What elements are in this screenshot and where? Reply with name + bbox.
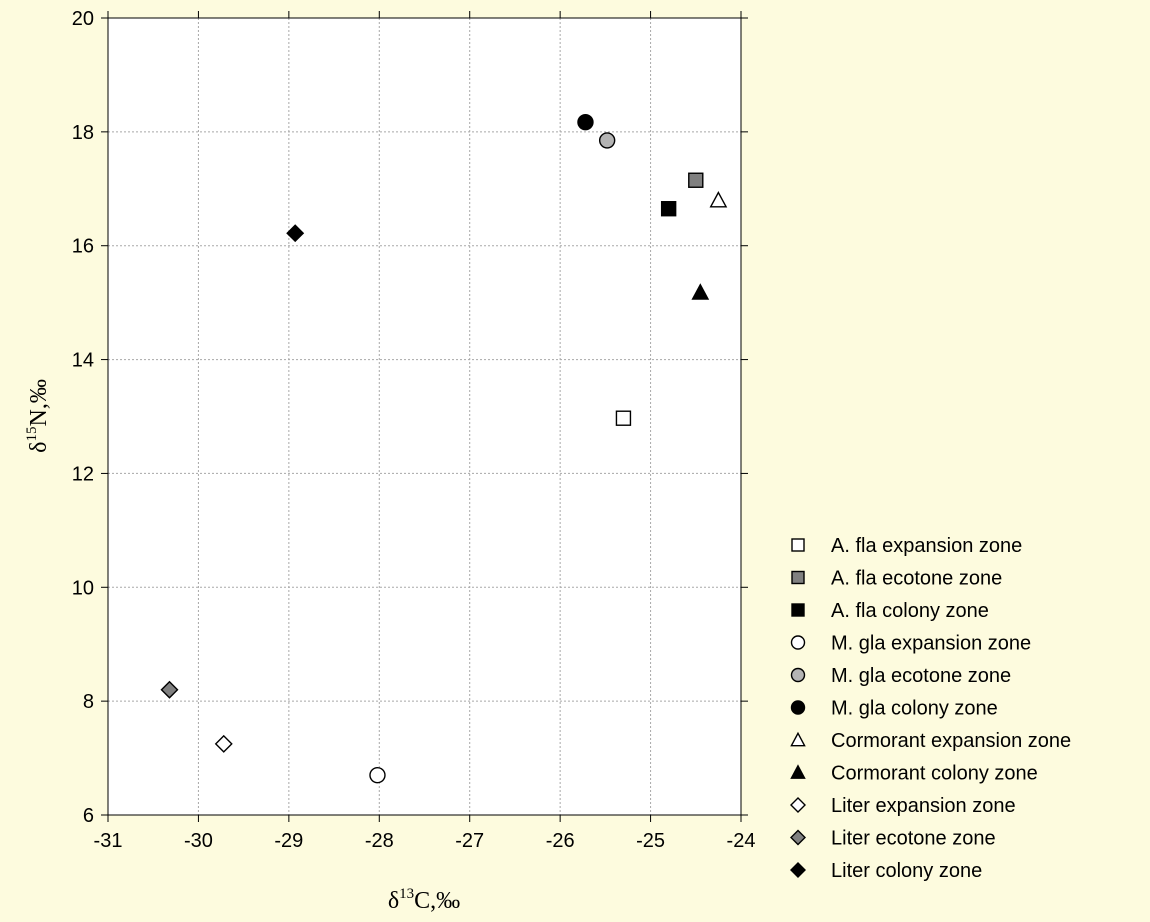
data-point	[660, 201, 677, 217]
legend-item: Liter ecotone zone	[790, 828, 996, 850]
legend-label: Liter ecotone zone	[831, 828, 996, 850]
y-tick-label: 18	[72, 122, 94, 144]
x-tick-label: -24	[727, 830, 756, 852]
data-point	[286, 224, 305, 243]
legend-marker	[790, 797, 806, 813]
legend-marker	[790, 764, 806, 779]
legend-label: Cormorant colony zone	[831, 763, 1038, 785]
legend-label: M. gla ecotone zone	[831, 665, 1011, 687]
y-tick-label: 20	[72, 8, 94, 30]
data-point	[688, 172, 704, 188]
data-point	[709, 191, 728, 208]
legend-item: Liter colony zone	[790, 860, 982, 882]
x-tick-label: -29	[274, 830, 303, 852]
legend-marker	[791, 570, 805, 585]
legend-item: A. fla colony zone	[791, 600, 989, 622]
legend-marker	[790, 731, 806, 747]
legend-label: A. fla ecotone zone	[831, 568, 1002, 590]
y-tick-label: 16	[72, 236, 94, 258]
y-tick-label: 8	[83, 691, 94, 713]
x-tick-label: -30	[184, 830, 213, 852]
legend-item: M. gla ecotone zone	[790, 665, 1011, 687]
x-tick-label: -26	[546, 830, 575, 852]
plot-frame	[107, 17, 742, 816]
legend-marker	[790, 829, 806, 846]
x-tick-label: -28	[365, 830, 394, 852]
legend-label: Liter expansion zone	[831, 795, 1016, 817]
x-tick-label: -27	[455, 830, 484, 852]
legend-marker	[790, 667, 806, 683]
legend-item: Cormorant colony zone	[790, 763, 1038, 785]
legend-marker	[790, 862, 806, 878]
data-point	[691, 283, 710, 300]
legend: A. fla expansion zone A. fla ecotone zone…	[790, 535, 1071, 882]
data-points	[160, 113, 728, 784]
legend-label: M. gla expansion zone	[831, 633, 1031, 655]
legend-item: M. gla expansion zone	[790, 633, 1031, 655]
legend-item: A. fla expansion zone	[791, 535, 1022, 557]
data-point	[369, 766, 386, 784]
x-tick-label: -31	[94, 830, 123, 852]
legend-label: A. fla expansion zone	[831, 535, 1022, 557]
legend-label: Cormorant expansion zone	[831, 730, 1071, 752]
legend-item: Cormorant expansion zone	[790, 730, 1071, 752]
legend-label: M. gla colony zone	[831, 698, 998, 720]
grid	[108, 18, 741, 815]
data-point	[615, 410, 632, 426]
y-tick-label: 10	[72, 577, 94, 599]
legend-label: Liter colony zone	[831, 860, 982, 882]
data-point	[160, 680, 179, 699]
data-point	[577, 113, 594, 131]
legend-item: A. fla ecotone zone	[791, 568, 1002, 590]
y-tick-label: 14	[72, 350, 94, 372]
y-tick-label: 12	[72, 463, 94, 485]
legend-marker	[790, 700, 806, 715]
axis-ticks: -31 -30 -29 -28 -27 -26 -25 -24 6 8 10 12 14 16 18 20	[72, 8, 756, 852]
y-tick-label: 6	[83, 805, 94, 827]
legend-marker	[791, 538, 805, 552]
legend-marker	[790, 635, 806, 650]
legend-item: Liter expansion zone	[790, 795, 1016, 817]
data-point	[214, 734, 233, 753]
legend-label: A. fla colony zone	[831, 600, 989, 622]
legend-item: M. gla colony zone	[790, 698, 998, 720]
x-tick-label: -25	[636, 830, 665, 852]
y-axis-title: δ15N,‰	[24, 379, 52, 453]
plot-area	[108, 18, 741, 815]
data-point	[598, 132, 616, 149]
x-axis-title: δ13C,‰	[388, 886, 460, 914]
legend-marker	[791, 603, 805, 617]
